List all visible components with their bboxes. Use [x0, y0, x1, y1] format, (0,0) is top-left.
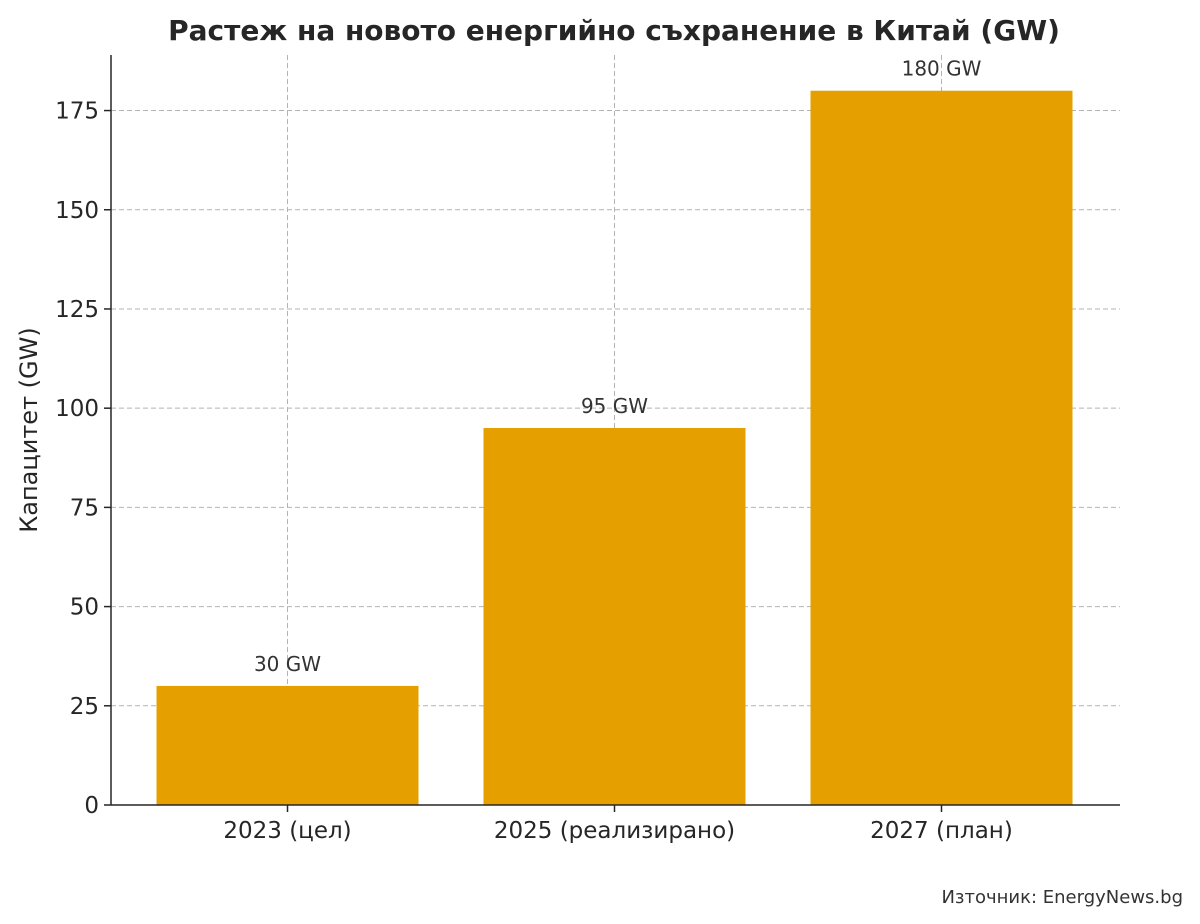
source-note: Източник: EnergyNews.bg	[941, 887, 1183, 908]
bar-1	[156, 685, 419, 805]
bars	[156, 90, 1073, 805]
x-ticks: 2023 (цел) 2025 (реализирано) 2027 (план)	[223, 805, 1013, 844]
y-tick-label: 150	[55, 198, 99, 224]
y-axis-label: Капацитет (GW)	[15, 327, 43, 533]
x-tick-label: 2023 (цел)	[223, 818, 351, 844]
bar-3	[810, 90, 1073, 805]
y-tick-label: 175	[55, 99, 99, 125]
y-tick-label: 25	[70, 694, 99, 720]
bar-value-label: 95 GW	[581, 394, 648, 418]
bar-value-label: 30 GW	[254, 652, 321, 676]
y-tick-label: 100	[55, 396, 99, 422]
x-tick-label: 2027 (план)	[870, 818, 1013, 844]
y-ticks: 0 25 50 75 100 125 150 175	[55, 99, 111, 819]
chart-title: Растеж на новото енергийно съхранение в …	[168, 14, 1060, 47]
bar-labels: 30 GW 95 GW 180 GW	[254, 57, 982, 676]
y-tick-label: 125	[55, 297, 99, 323]
y-tick-label: 0	[84, 793, 99, 819]
bar-2	[483, 428, 746, 805]
x-tick-label: 2025 (реализирано)	[494, 818, 735, 844]
y-tick-label: 50	[70, 595, 99, 621]
bar-value-label: 180 GW	[902, 57, 982, 81]
axes	[110, 55, 1120, 806]
y-tick-label: 75	[70, 495, 99, 521]
